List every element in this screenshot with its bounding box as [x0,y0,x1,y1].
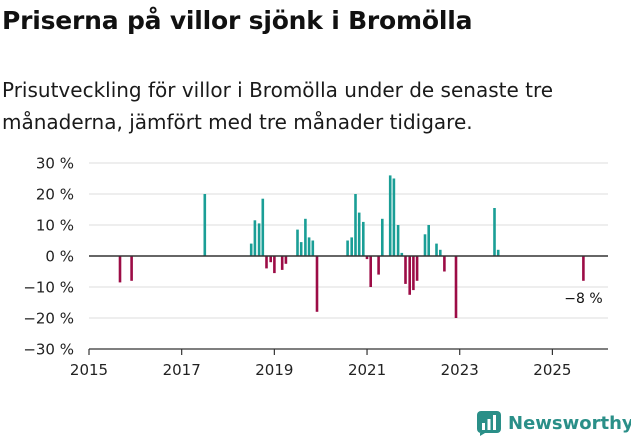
x-tick-label: 2017 [163,361,201,379]
y-tick-label: 0 % [45,248,74,266]
bar [304,218,307,256]
bar [404,256,407,284]
y-axis: 30 % 20 % 10 % 0 % −10 % −20 % −30 % [23,155,74,359]
bar [265,256,268,269]
bar [269,256,272,263]
chart-title: Priserna på villor sjönk i Bromölla [2,6,473,35]
bar [346,240,349,256]
last-value-annotation: −8 % [564,291,602,307]
x-tick-label: 2025 [533,361,571,379]
y-tick-label: −20 % [23,310,74,328]
y-tick-label: −10 % [23,279,74,297]
bar [307,237,311,256]
bar [365,256,369,260]
x-tick-label: 2015 [70,361,108,379]
bar [362,221,365,256]
bars [118,175,585,318]
bar [299,242,303,256]
bar [253,220,257,256]
x-tick-label: 2023 [441,361,479,379]
bar [315,256,319,312]
bar [369,256,372,287]
bar [118,256,122,283]
x-tick-label: 2019 [255,361,293,379]
annotations: −8 % [564,291,602,307]
bar [493,208,496,256]
bar [427,225,430,256]
bar [443,256,446,272]
bar [381,218,384,256]
brand-name: Newsworthy [508,412,631,434]
bar [388,175,392,256]
bar [296,229,299,256]
bar [392,178,396,256]
bar [273,256,276,274]
bar [400,252,404,256]
bar [284,256,288,264]
y-tick-label: 20 % [36,186,74,204]
bar [350,237,353,256]
bar [496,249,500,256]
bar [130,256,133,281]
bar [582,256,585,281]
newsworthy-logo-icon [477,411,501,436]
bar [396,225,400,256]
chart-subtitle: Prisutveckling för villor i Bromölla und… [2,78,554,134]
y-tick-label: 10 % [36,217,74,235]
bar [408,256,411,295]
bar [257,223,261,256]
bar [249,243,253,256]
x-tick-label: 2021 [348,361,386,379]
bar [412,256,415,291]
brand-logo: Newsworthy [476,408,631,438]
bar [203,194,207,256]
bar [423,234,427,256]
bar [357,212,361,256]
bar [311,240,315,256]
x-axis: 2015 2017 2019 2021 2023 2025 [70,348,608,379]
bar [439,249,442,256]
bar [415,256,419,281]
bar [354,194,357,256]
bar [280,256,284,270]
y-tick-label: −30 % [23,341,74,359]
bar [435,243,438,256]
bar [377,256,380,275]
bar [454,256,458,318]
bar [261,198,265,256]
y-tick-label: 30 % [36,155,74,173]
